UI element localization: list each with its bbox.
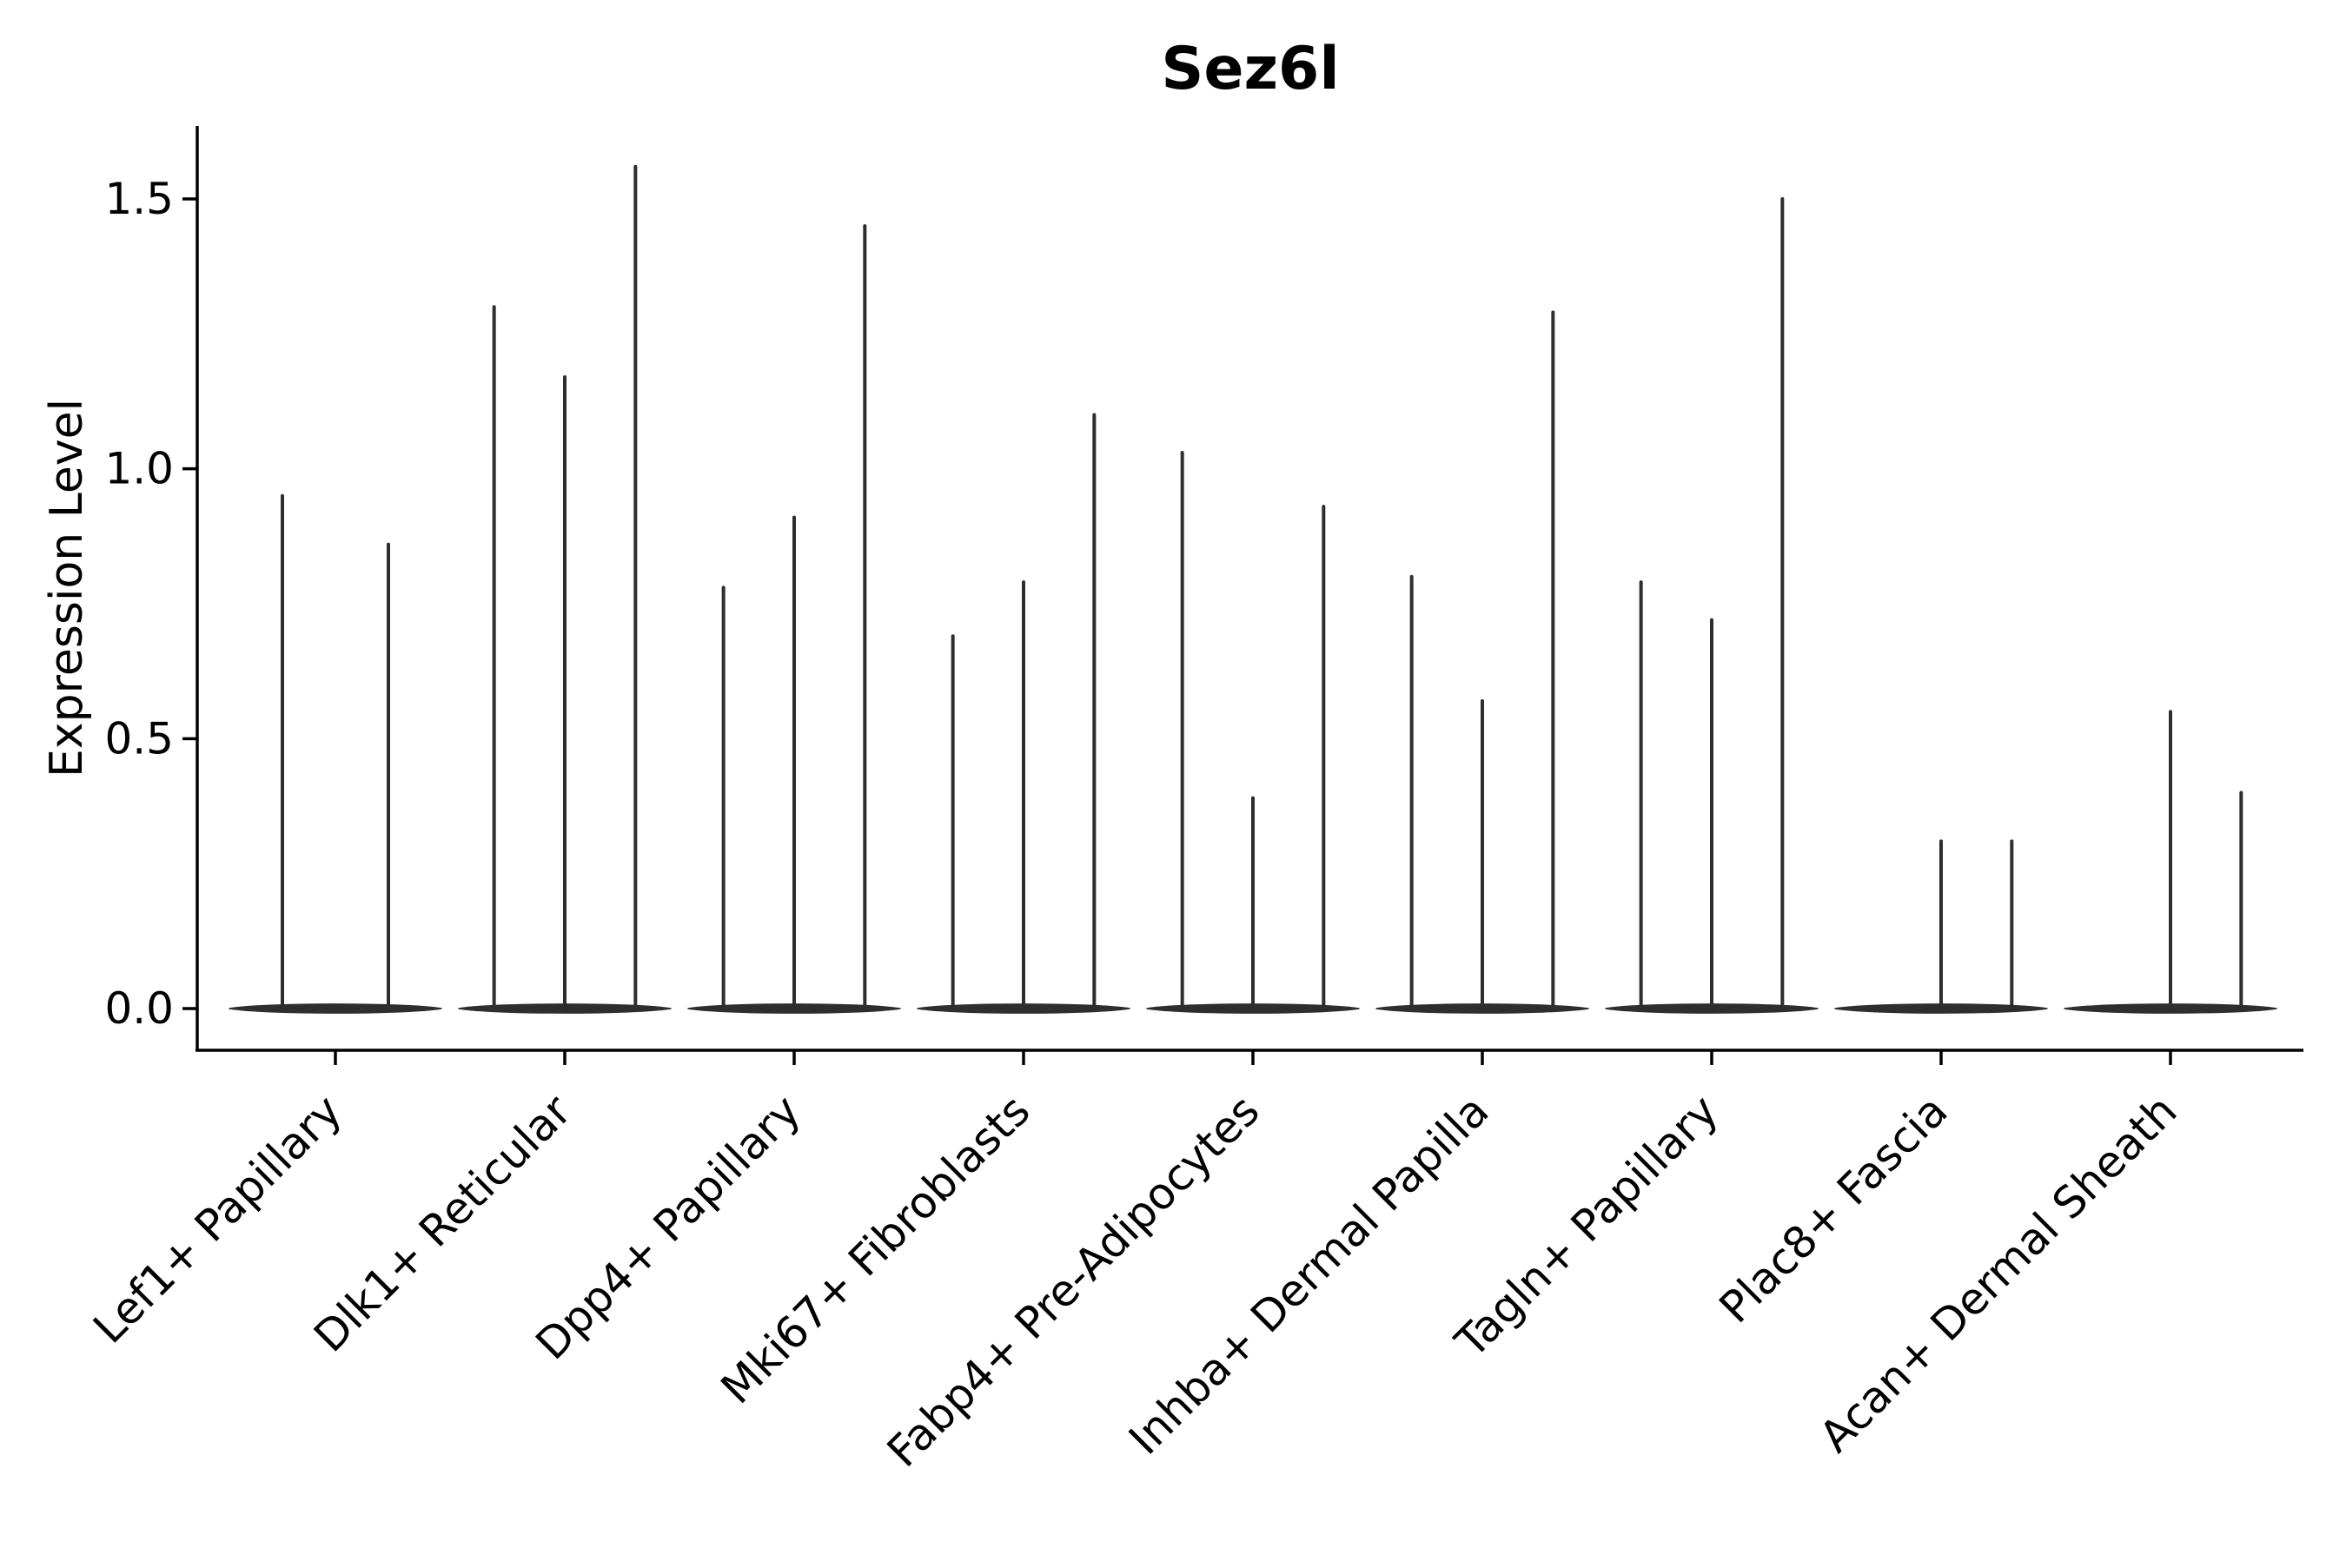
y-tick-label: 0.0 xyxy=(104,983,174,1034)
y-tick-label: 1.0 xyxy=(104,444,174,494)
violin-group xyxy=(458,164,672,1014)
violin-group xyxy=(687,224,901,1014)
x-tick-label: Fabp4+ Pre-Adipocytes xyxy=(878,1085,1269,1477)
violin-group xyxy=(917,413,1130,1014)
violin-baseline xyxy=(229,1003,442,1014)
y-tick-label: 0.5 xyxy=(104,713,174,764)
violin-group xyxy=(1834,839,2048,1014)
y-axis-ticks: 0.0 0.5 1.0 1.5 xyxy=(104,174,197,1034)
violins-layer xyxy=(229,164,2277,1014)
violin-group xyxy=(2064,710,2277,1014)
plot-title: Sez6l xyxy=(1161,35,1339,103)
x-tick-label: Lef1+ Papillary xyxy=(83,1085,351,1353)
x-tick-label: Plac8+ Fascia xyxy=(1710,1085,1958,1333)
violin-group xyxy=(229,493,442,1014)
x-axis-ticks xyxy=(334,1050,2172,1065)
y-tick-label: 1.5 xyxy=(104,174,174,224)
violin-group xyxy=(1146,451,1360,1014)
violin-group xyxy=(1605,197,1819,1014)
violin-group xyxy=(1375,310,1589,1014)
y-axis-label: Expression Level xyxy=(41,399,93,777)
